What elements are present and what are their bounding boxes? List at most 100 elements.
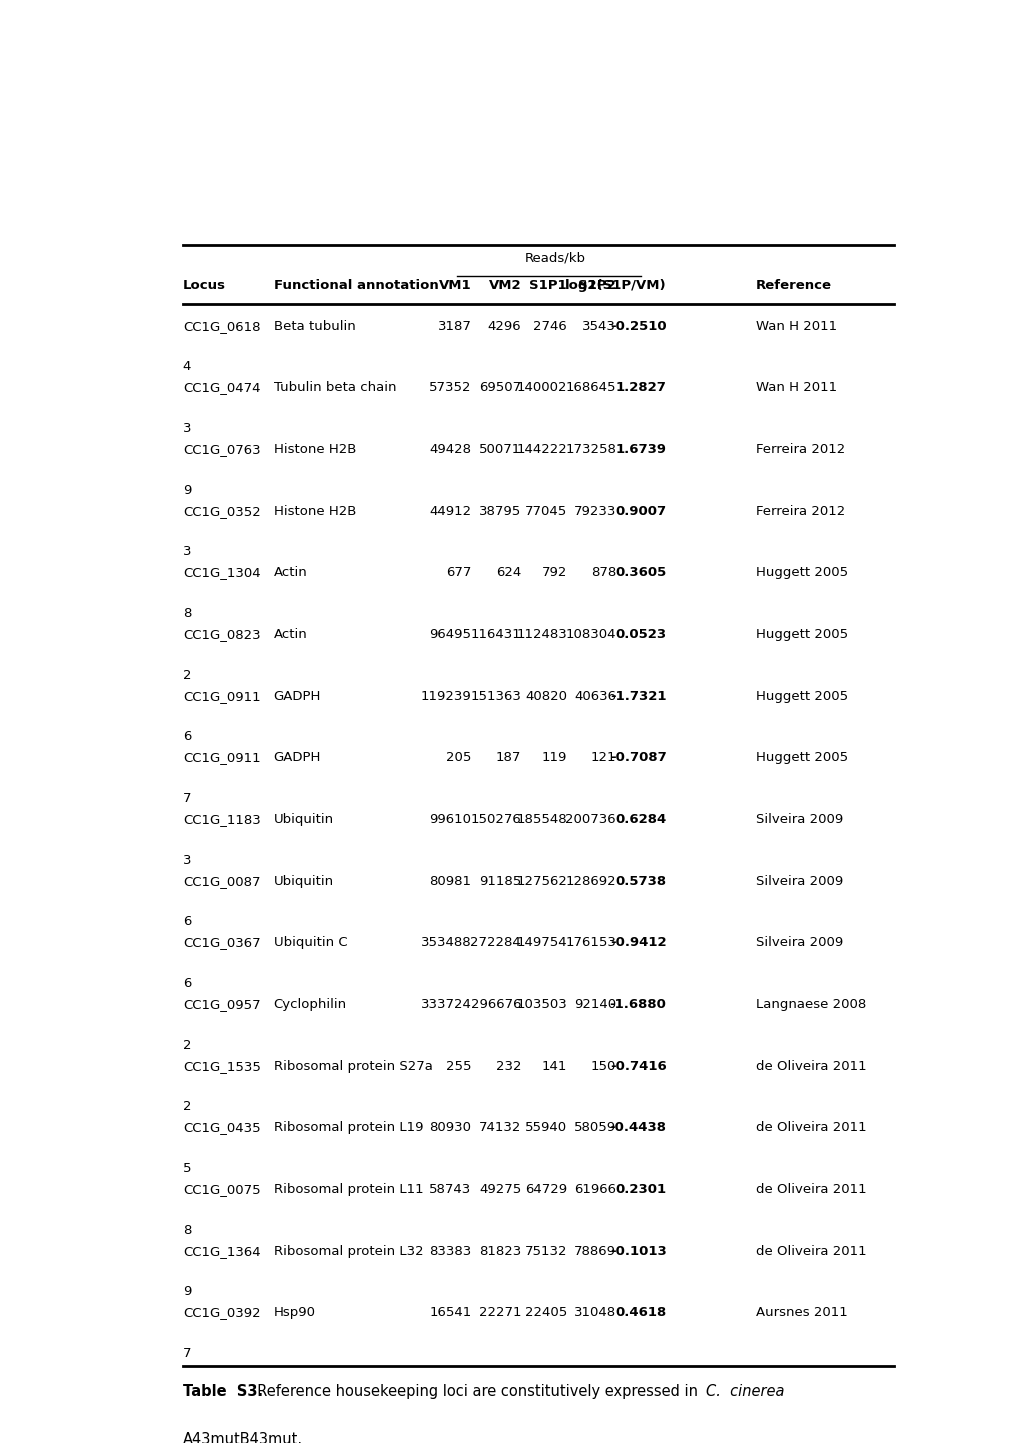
- Text: 103503: 103503: [516, 999, 567, 1012]
- Text: 92140: 92140: [574, 999, 615, 1012]
- Text: 74132: 74132: [478, 1121, 521, 1134]
- Text: CC1G_0957: CC1G_0957: [182, 999, 260, 1012]
- Text: Ribosomal protein S27a: Ribosomal protein S27a: [273, 1059, 432, 1072]
- Text: 8: 8: [182, 1224, 191, 1237]
- Text: 150276: 150276: [470, 814, 521, 827]
- Text: Reads/kb: Reads/kb: [525, 251, 586, 264]
- Text: CC1G_0911: CC1G_0911: [182, 690, 260, 703]
- Text: 31048: 31048: [574, 1306, 615, 1319]
- Text: GADPH: GADPH: [273, 752, 321, 765]
- Text: 2: 2: [182, 668, 192, 681]
- Text: 119: 119: [541, 752, 567, 765]
- Text: 91185: 91185: [479, 874, 521, 887]
- Text: CC1G_0087: CC1G_0087: [182, 874, 260, 887]
- Text: -0.7416: -0.7416: [609, 1059, 666, 1072]
- Text: 61966: 61966: [574, 1183, 615, 1196]
- Text: 149754: 149754: [516, 937, 567, 949]
- Text: Huggett 2005: Huggett 2005: [755, 690, 847, 703]
- Text: 99610: 99610: [429, 814, 471, 827]
- Text: 1.2827: 1.2827: [615, 381, 666, 394]
- Text: 878: 878: [590, 567, 615, 580]
- Text: Silveira 2009: Silveira 2009: [755, 874, 843, 887]
- Text: 0.6284: 0.6284: [614, 814, 666, 827]
- Text: Functional annotation: Functional annotation: [273, 278, 438, 291]
- Text: 96495: 96495: [429, 628, 471, 641]
- Text: 22405: 22405: [524, 1306, 567, 1319]
- Text: 173258: 173258: [565, 443, 615, 456]
- Text: Histone H2B: Histone H2B: [273, 505, 356, 518]
- Text: Ferreira 2012: Ferreira 2012: [755, 505, 845, 518]
- Text: CC1G_0352: CC1G_0352: [182, 505, 260, 518]
- Text: 0.0523: 0.0523: [614, 628, 666, 641]
- Text: 9: 9: [182, 483, 191, 496]
- Text: 128692: 128692: [565, 874, 615, 887]
- Text: -0.7087: -0.7087: [609, 752, 666, 765]
- Text: 79233: 79233: [573, 505, 615, 518]
- Text: 185548: 185548: [516, 814, 567, 827]
- Text: CC1G_1535: CC1G_1535: [182, 1059, 261, 1072]
- Text: de Oliveira 2011: de Oliveira 2011: [755, 1245, 866, 1258]
- Text: 792: 792: [541, 567, 567, 580]
- Text: Ubiquitin: Ubiquitin: [273, 814, 333, 827]
- Text: 168645: 168645: [565, 381, 615, 394]
- Text: 176153: 176153: [565, 937, 615, 949]
- Text: 2: 2: [182, 1101, 192, 1114]
- Text: Huggett 2005: Huggett 2005: [755, 628, 847, 641]
- Text: Aursnes 2011: Aursnes 2011: [755, 1306, 847, 1319]
- Text: GADPH: GADPH: [273, 690, 321, 703]
- Text: 121: 121: [590, 752, 615, 765]
- Text: 50071: 50071: [479, 443, 521, 456]
- Text: Ribosomal protein L19: Ribosomal protein L19: [273, 1121, 423, 1134]
- Text: 6: 6: [182, 977, 191, 990]
- Text: 6: 6: [182, 730, 191, 743]
- Text: -0.4438: -0.4438: [609, 1121, 666, 1134]
- Text: 0.4618: 0.4618: [614, 1306, 666, 1319]
- Text: Reference housekeeping loci are constitutively expressed in: Reference housekeeping loci are constitu…: [249, 1384, 702, 1398]
- Text: 55940: 55940: [525, 1121, 567, 1134]
- Text: 69507: 69507: [479, 381, 521, 394]
- Text: Silveira 2009: Silveira 2009: [755, 937, 843, 949]
- Text: Ribosomal protein L11: Ribosomal protein L11: [273, 1183, 423, 1196]
- Text: Table  S3.: Table S3.: [182, 1384, 263, 1398]
- Text: 205: 205: [445, 752, 471, 765]
- Text: 38795: 38795: [479, 505, 521, 518]
- Text: 4296: 4296: [487, 320, 521, 333]
- Text: 40820: 40820: [525, 690, 567, 703]
- Text: 49275: 49275: [479, 1183, 521, 1196]
- Text: S1P1: S1P1: [529, 278, 567, 291]
- Text: 108304: 108304: [565, 628, 615, 641]
- Text: Wan H 2011: Wan H 2011: [755, 381, 837, 394]
- Text: 3: 3: [182, 421, 192, 434]
- Text: 8: 8: [182, 608, 191, 620]
- Text: CC1G_1304: CC1G_1304: [182, 567, 260, 580]
- Text: 5: 5: [182, 1162, 192, 1175]
- Text: Langnaese 2008: Langnaese 2008: [755, 999, 865, 1012]
- Text: 140002: 140002: [516, 381, 567, 394]
- Text: CC1G_0367: CC1G_0367: [182, 937, 260, 949]
- Text: 116431: 116431: [470, 628, 521, 641]
- Text: CC1G_0474: CC1G_0474: [182, 381, 260, 394]
- Text: Silveira 2009: Silveira 2009: [755, 814, 843, 827]
- Text: Ribosomal protein L32: Ribosomal protein L32: [273, 1245, 423, 1258]
- Text: 80930: 80930: [429, 1121, 471, 1134]
- Text: 127562: 127562: [516, 874, 567, 887]
- Text: -0.2510: -0.2510: [609, 320, 666, 333]
- Text: 75132: 75132: [524, 1245, 567, 1258]
- Text: 272284: 272284: [470, 937, 521, 949]
- Text: 0.5738: 0.5738: [614, 874, 666, 887]
- Text: Huggett 2005: Huggett 2005: [755, 567, 847, 580]
- Text: Actin: Actin: [273, 628, 307, 641]
- Text: 44912: 44912: [429, 505, 471, 518]
- Text: CC1G_1364: CC1G_1364: [182, 1245, 260, 1258]
- Text: CC1G_0435: CC1G_0435: [182, 1121, 260, 1134]
- Text: Hsp90: Hsp90: [273, 1306, 316, 1319]
- Text: Huggett 2005: Huggett 2005: [755, 752, 847, 765]
- Text: CC1G_0911: CC1G_0911: [182, 752, 260, 765]
- Text: CC1G_1183: CC1G_1183: [182, 814, 260, 827]
- Text: CC1G_0763: CC1G_0763: [182, 443, 260, 456]
- Text: Cyclophilin: Cyclophilin: [273, 999, 346, 1012]
- Text: C.  cinerea: C. cinerea: [705, 1384, 784, 1398]
- Text: 4: 4: [182, 361, 191, 374]
- Text: 6: 6: [182, 915, 191, 928]
- Text: -0.1013: -0.1013: [609, 1245, 666, 1258]
